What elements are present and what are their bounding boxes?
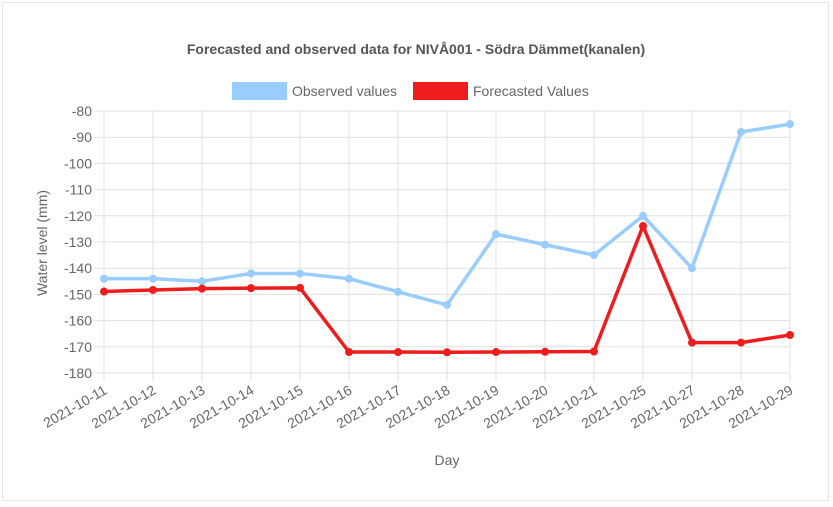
y-tick-label: -130 — [64, 234, 92, 250]
legend[interactable]: Observed values Forecasted Values — [232, 82, 589, 100]
data-point-observed[interactable] — [639, 211, 647, 220]
data-point-forecasted[interactable] — [247, 284, 255, 293]
data-series — [100, 120, 794, 357]
data-point-forecasted[interactable] — [296, 283, 304, 292]
legend-item-forecasted[interactable]: Forecasted Values — [413, 82, 589, 100]
grid-lines — [94, 110, 791, 381]
data-point-observed[interactable] — [198, 277, 206, 286]
y-tick-label: -90 — [72, 129, 92, 145]
data-point-observed[interactable] — [688, 264, 696, 273]
data-point-forecasted[interactable] — [737, 338, 745, 347]
chart-title: Forecasted and observed data for NIVÅ001… — [187, 41, 645, 57]
y-tick-label: -140 — [64, 260, 92, 276]
legend-swatch-observed — [232, 82, 287, 100]
data-point-forecasted[interactable] — [590, 347, 598, 356]
data-point-observed[interactable] — [492, 230, 500, 239]
legend-swatch-forecasted — [413, 82, 468, 100]
y-tick-label: -180 — [64, 365, 92, 381]
data-point-forecasted[interactable] — [149, 285, 157, 294]
y-tick-label: -110 — [65, 182, 92, 198]
data-point-forecasted[interactable] — [394, 348, 402, 357]
y-axis-ticks: -80 -90 -100 -110 -120 -130 -140 -150 -160 -170 -1… — [64, 103, 92, 381]
data-point-observed[interactable] — [737, 127, 745, 136]
data-point-observed[interactable] — [541, 240, 549, 249]
data-point-observed[interactable] — [149, 274, 157, 283]
x-axis-ticks: 2021-10-112021-10-122021-10-132021-10-14… — [40, 382, 795, 432]
y-tick-label: -160 — [64, 313, 92, 329]
data-point-forecasted[interactable] — [443, 348, 451, 357]
y-tick-label: -170 — [64, 339, 92, 355]
legend-label-observed: Observed values — [292, 83, 397, 99]
y-axis-title: Water level (mm) — [34, 190, 50, 296]
data-point-observed[interactable] — [247, 269, 255, 278]
data-point-forecasted[interactable] — [688, 338, 696, 347]
data-point-observed[interactable] — [345, 274, 353, 283]
data-point-forecasted[interactable] — [786, 331, 794, 340]
data-point-observed[interactable] — [443, 300, 451, 309]
data-point-forecasted[interactable] — [639, 222, 647, 231]
data-point-observed[interactable] — [100, 274, 108, 283]
data-point-forecasted[interactable] — [345, 348, 353, 357]
y-tick-label: -100 — [64, 155, 92, 171]
y-tick-label: -120 — [64, 208, 92, 224]
data-point-forecasted[interactable] — [541, 347, 549, 356]
data-point-forecasted[interactable] — [198, 284, 206, 293]
data-point-forecasted[interactable] — [492, 348, 500, 357]
legend-item-observed[interactable]: Observed values — [232, 82, 397, 100]
data-point-forecasted[interactable] — [100, 287, 108, 296]
data-point-observed[interactable] — [786, 120, 794, 129]
data-point-observed[interactable] — [590, 251, 598, 260]
data-point-observed[interactable] — [394, 287, 402, 296]
x-axis-title: Day — [435, 452, 460, 468]
y-tick-label: -80 — [72, 103, 92, 119]
data-point-observed[interactable] — [296, 269, 304, 278]
legend-label-forecasted: Forecasted Values — [473, 83, 589, 99]
y-tick-label: -150 — [64, 286, 92, 302]
